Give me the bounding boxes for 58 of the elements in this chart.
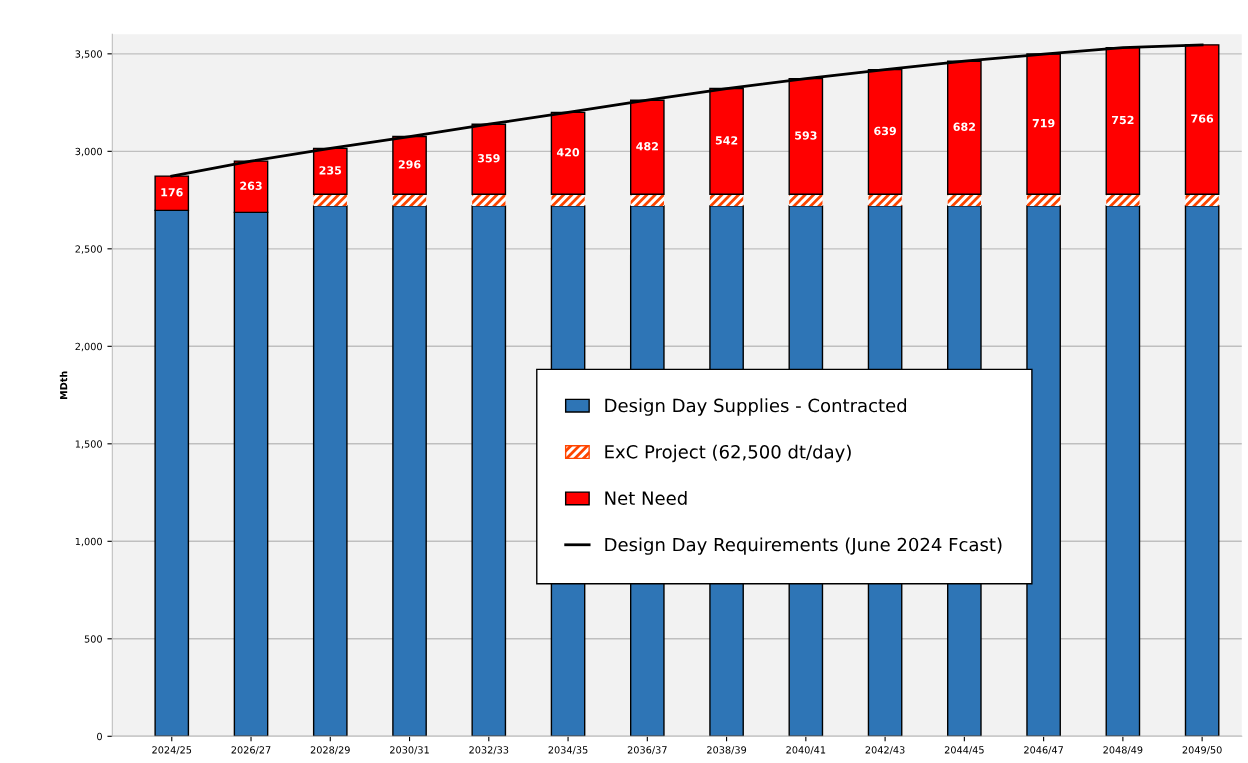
x-tick-label: 2046/47: [1024, 746, 1063, 755]
y-axis-title: MDth: [59, 371, 68, 400]
data-label: 682: [953, 122, 975, 131]
bar: [868, 194, 902, 206]
x-tick-label: 2026/27: [231, 746, 271, 755]
x-tick-label: 2034/35: [548, 746, 588, 755]
x-tick-label: 2042/43: [865, 746, 905, 755]
bar: [1105, 205, 1141, 737]
y-tick-label: 3,000: [75, 147, 102, 157]
bar: [947, 194, 981, 206]
bar: [1184, 205, 1220, 737]
x-tick-label: 2032/33: [469, 746, 509, 755]
data-label: 719: [1032, 118, 1055, 128]
x-tick-label: 2040/41: [786, 746, 826, 755]
x-tick-label: 2038/39: [707, 746, 747, 755]
y-tick-label: 3,500: [75, 50, 102, 59]
y-tick-label: 2,000: [75, 342, 102, 352]
bar: [1026, 194, 1061, 206]
bar: [789, 194, 823, 206]
bar: [1185, 194, 1219, 206]
legend-label: Net Need: [605, 491, 687, 505]
x-tick-label: 2030/31: [390, 746, 429, 755]
data-label: 752: [1112, 115, 1134, 125]
data-label: 296: [398, 160, 421, 169]
x-tick-label: 2049/50: [1182, 746, 1222, 755]
data-label: 482: [636, 142, 658, 151]
x-tick-label: 2024/25: [152, 746, 192, 755]
legend-label: Design Day Requirements (June 2024 Fcast): [605, 537, 1002, 555]
x-tick-label: 2028/29: [310, 746, 350, 755]
bar: [630, 194, 664, 206]
legend-label: ExC Project (62,500 dt/day): [605, 444, 851, 463]
data-label: 235: [319, 166, 342, 175]
y-tick-label: 500: [84, 635, 102, 643]
bar: [709, 194, 744, 206]
data-label: 420: [556, 148, 580, 157]
y-tick-label: 0: [97, 732, 102, 741]
x-tick-label: 2048/49: [1103, 746, 1143, 755]
bar: [1106, 194, 1140, 206]
x-tick-label: 2036/37: [627, 746, 667, 755]
data-label: 359: [477, 154, 500, 163]
bar: [551, 194, 585, 206]
y-tick-label: 1,000: [75, 537, 102, 547]
bar: [313, 194, 347, 206]
data-label: 542: [715, 136, 738, 145]
bar: [392, 194, 427, 206]
legend-label: Design Day Supplies - Contracted: [605, 398, 907, 416]
bar: [392, 205, 427, 737]
data-label: 263: [240, 181, 262, 190]
data-label: 593: [795, 131, 817, 140]
data-label: 766: [1191, 114, 1214, 123]
data-label: 639: [874, 126, 896, 136]
y-tick-label: 1,500: [75, 440, 102, 449]
bar: [472, 194, 506, 206]
y-tick-label: 2,500: [75, 245, 102, 254]
x-tick-label: 2044/45: [944, 746, 984, 755]
data-label: 176: [161, 188, 183, 197]
bar: [471, 205, 507, 737]
bar: [312, 205, 348, 737]
